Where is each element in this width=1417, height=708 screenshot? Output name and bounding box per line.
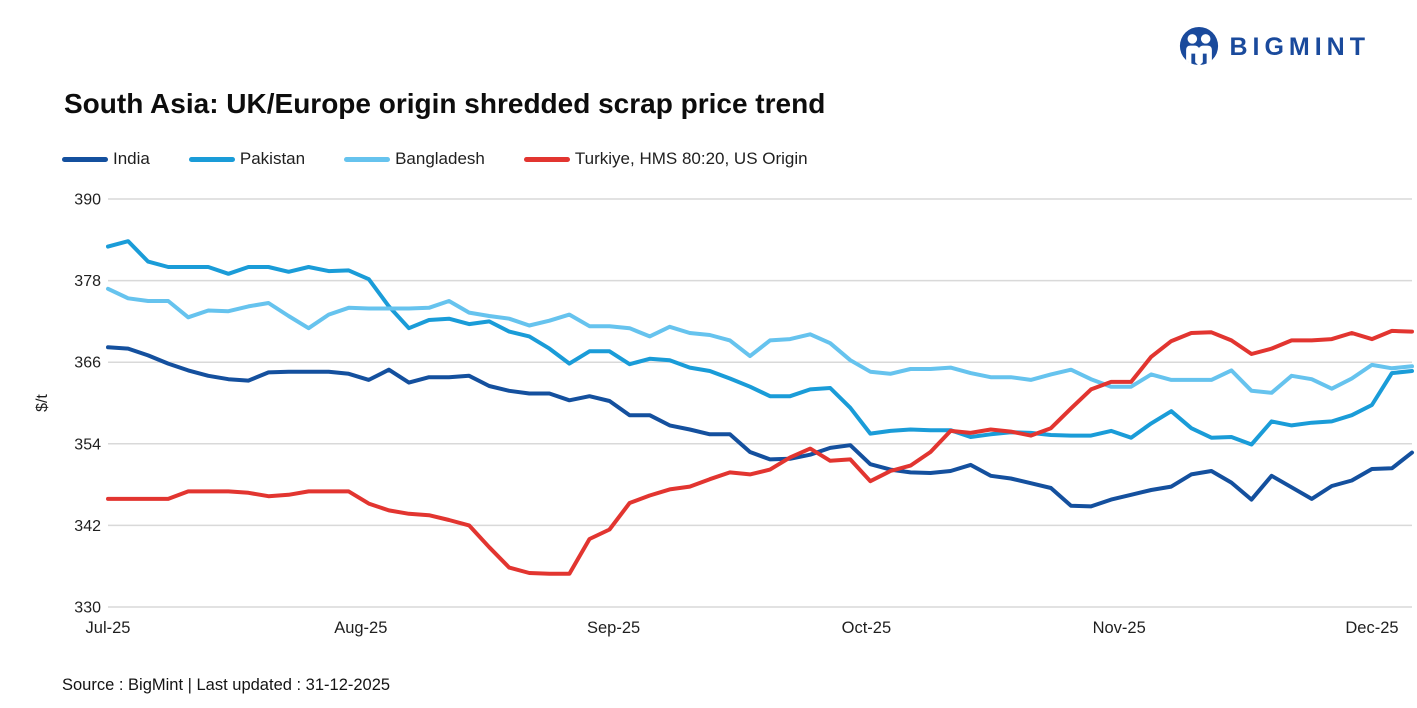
bigmint-logo-icon	[1180, 26, 1219, 67]
x-tick-label-Dec-25: Dec-25	[1345, 619, 1398, 637]
y-tick-label-354: 354	[74, 436, 101, 453]
y-tick-label-342: 342	[74, 518, 101, 535]
legend-item-turkiye: Turkiye, HMS 80:20, US Origin	[523, 149, 808, 169]
legend-label-bangladesh: Bangladesh	[395, 149, 485, 168]
legend-item-bangladesh: Bangladesh	[344, 149, 485, 169]
chart-legend: India Pakistan Bangladesh Turkiye, HMS 80:2…	[62, 149, 847, 169]
x-tick-label-Aug-25: Aug-25	[334, 619, 387, 637]
legend-item-india: India	[62, 149, 150, 169]
legend-label-turkiye: Turkiye, HMS 80:20, US Origin	[574, 149, 808, 168]
legend-label-pakistan: Pakistan	[239, 149, 306, 168]
series-line-pakistan	[106, 239, 1414, 447]
y-axis-title: $/t	[34, 394, 51, 412]
x-tick-label-Sep-25: Sep-25	[587, 619, 640, 637]
legend-item-pakistan: Pakistan	[188, 149, 306, 169]
series-line-turkiye	[106, 328, 1414, 576]
legend-swatch-pakistan	[188, 156, 235, 162]
y-tick-label-330: 330	[74, 600, 101, 617]
legend-swatch-turkiye	[523, 156, 570, 162]
x-tick-label-Jul-25: Jul-25	[86, 619, 131, 637]
legend-label-india: India	[113, 149, 150, 168]
x-tick-label-Nov-25: Nov-25	[1093, 619, 1146, 637]
y-tick-label-390: 390	[74, 192, 101, 209]
chart-title: South Asia: UK/Europe origin shredded sc…	[64, 88, 826, 119]
source-caption: Source : BigMint | Last updated : 31-12-…	[62, 676, 391, 694]
y-tick-label-366: 366	[74, 355, 101, 372]
y-tick-label-378: 378	[74, 273, 101, 290]
series-line-india	[106, 345, 1414, 509]
series-line-bangladesh	[106, 286, 1414, 395]
x-tick-label-Oct-25: Oct-25	[842, 619, 892, 637]
bigmint-logo-text: BIGMINT	[1229, 32, 1370, 61]
legend-swatch-india	[62, 156, 108, 162]
legend-swatch-bangladesh	[344, 156, 391, 162]
bigmint-logo: BIGMINT	[1178, 26, 1370, 68]
